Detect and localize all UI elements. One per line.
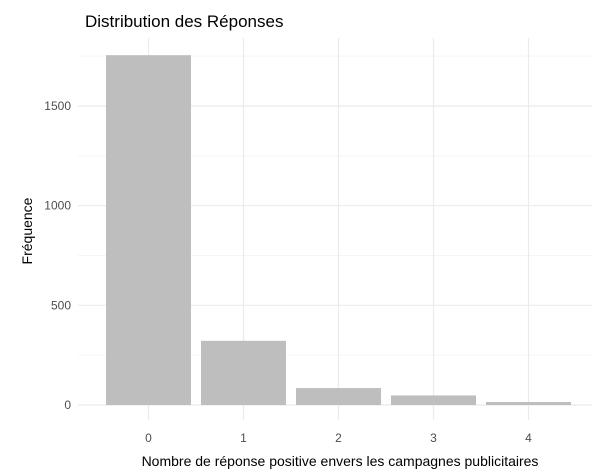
y-tick-label: 0 <box>64 398 71 412</box>
y-axis-title: Fréquence <box>19 197 35 264</box>
bar-0 <box>106 55 191 406</box>
x-tick-label: 1 <box>240 431 247 445</box>
bar-1 <box>201 340 286 405</box>
bar-2 <box>296 388 381 405</box>
bar-4 <box>486 402 571 405</box>
bars-layer <box>106 55 571 406</box>
bar-3 <box>391 395 476 405</box>
chart-title: Distribution des Réponses <box>85 12 283 31</box>
x-tick-label: 3 <box>430 431 437 445</box>
x-tick-label: 0 <box>145 431 152 445</box>
y-tick-label: 500 <box>51 298 71 312</box>
x-tick-label: 4 <box>525 431 532 445</box>
x-tick-label: 2 <box>335 431 342 445</box>
ticks-layer: 0 500 1000 1500 0 1 2 3 4 <box>44 99 532 445</box>
y-tick-label: 1500 <box>44 99 71 113</box>
x-axis-title: Nombre de réponse positive envers les ca… <box>142 453 539 469</box>
y-tick-label: 1000 <box>44 199 71 213</box>
